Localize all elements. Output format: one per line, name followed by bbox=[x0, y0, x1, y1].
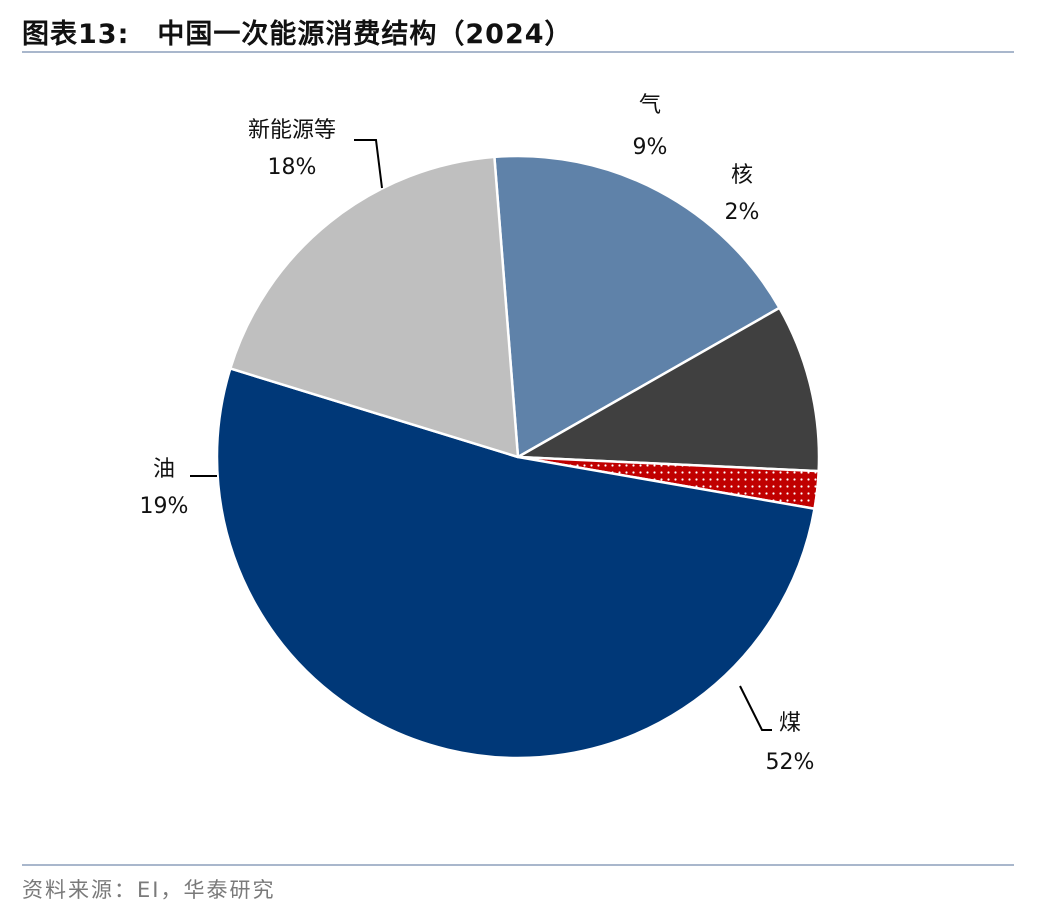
source-divider bbox=[22, 864, 1014, 866]
leader-line-煤 bbox=[739, 685, 772, 731]
slice-value: 52% bbox=[766, 750, 815, 775]
pie-slice-煤 bbox=[215, 367, 816, 760]
slice-value: 18% bbox=[268, 155, 317, 180]
slice-name: 核 bbox=[731, 163, 753, 188]
source-note: 资料来源：EI，华泰研究 bbox=[22, 878, 276, 902]
pie-slice-气 bbox=[516, 306, 821, 473]
slice-value: 9% bbox=[633, 135, 668, 160]
pie-slices bbox=[215, 154, 821, 760]
slice-name: 新能源等 bbox=[248, 118, 336, 143]
slice-label-油: 油 19% bbox=[140, 457, 189, 519]
slice-label-气: 气 9% bbox=[633, 93, 668, 160]
slice-name: 气 bbox=[639, 93, 661, 118]
slice-name: 煤 bbox=[779, 711, 801, 736]
slice-labels: 新能源等 18% 气 9% 核 2% 煤 52% 油 19% bbox=[140, 93, 815, 775]
chart-title: 中国一次能源消费结构（2024） bbox=[157, 19, 573, 50]
chart-title-block: 图表13: 中国一次能源消费结构（2024） bbox=[22, 12, 573, 51]
leader-lines bbox=[190, 139, 772, 731]
slice-value: 2% bbox=[725, 200, 760, 225]
leader-line-新能源等 bbox=[354, 139, 383, 189]
slice-name: 油 bbox=[153, 457, 175, 482]
slice-label-核: 核 2% bbox=[725, 163, 760, 225]
slice-label-新能源等: 新能源等 18% bbox=[248, 118, 336, 180]
slice-label-煤: 煤 52% bbox=[766, 711, 815, 775]
title-divider bbox=[22, 51, 1014, 53]
pie-slice-油 bbox=[229, 155, 520, 459]
slice-value: 19% bbox=[140, 494, 189, 519]
pie-slice-新能源等 bbox=[493, 154, 781, 459]
figure-label: 图表13: bbox=[22, 19, 130, 50]
